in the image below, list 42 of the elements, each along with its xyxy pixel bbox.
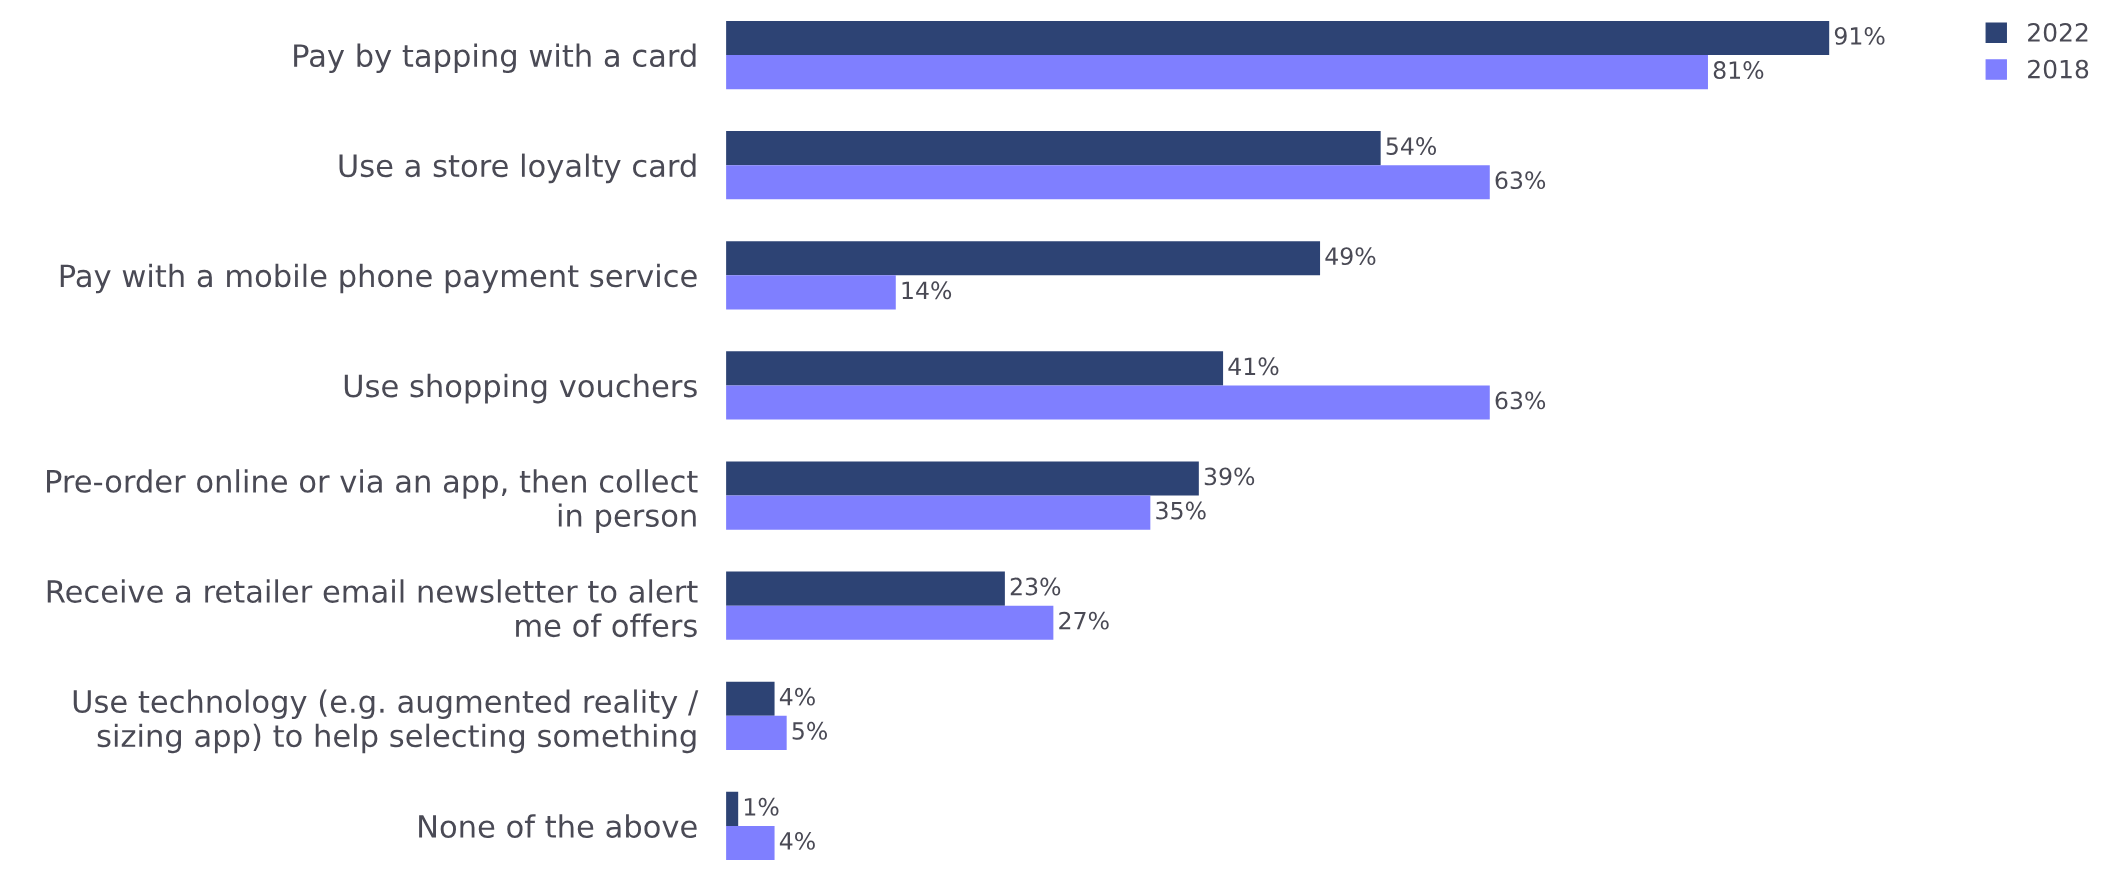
data-label: 27%: [1059, 611, 1109, 630]
data-label: 91%: [1834, 26, 1885, 45]
bar: [726, 20, 1830, 56]
y-tick-label: Receive a retailer email newsletter to alert me of offers: [47, 579, 698, 638]
bar: [726, 275, 896, 310]
data-label: 81%: [1713, 61, 1764, 79]
bar: [726, 791, 739, 826]
bar: [726, 131, 1381, 166]
data-label: 4%: [779, 687, 815, 706]
data-label: 14%: [902, 281, 952, 300]
bar: [726, 351, 1224, 386]
bar: [726, 571, 1005, 606]
y-tick-label: Pay with a mobile phone payment service: [60, 263, 697, 294]
bar: [726, 495, 1151, 530]
legend-label: 2022: [2028, 22, 2088, 42]
y-tick-label: Pre-order online or via an app, then collect in person: [47, 469, 698, 533]
bar: [726, 241, 1321, 276]
bar: [726, 55, 1708, 90]
bar: [726, 605, 1054, 640]
bar: [726, 461, 1199, 496]
data-label: 41%: [1228, 357, 1279, 376]
y-tick-label: Use technology (e.g. augmented reality / sizing app) to help selecting something: [73, 689, 699, 754]
bar: [726, 165, 1490, 200]
bar: [726, 825, 775, 861]
data-label: 49%: [1325, 247, 1376, 266]
data-label: 54%: [1386, 137, 1437, 155]
y-tick-label: Use shopping vouchers: [344, 373, 697, 404]
data-label: 39%: [1204, 467, 1255, 486]
y-tick-label: None of the above: [419, 814, 697, 838]
data-label: 35%: [1156, 501, 1206, 520]
data-label: 5%: [792, 721, 827, 740]
legend-label: 2018: [2028, 59, 2089, 79]
data-label: 1%: [744, 797, 779, 816]
y-tick-label: Pay by tapping with a card: [294, 43, 696, 74]
data-label: 23%: [1010, 577, 1061, 596]
y-tick-label: Use a store loyalty card: [339, 153, 696, 184]
data-label: 63%: [1495, 171, 1546, 190]
data-label: 63%: [1495, 391, 1546, 410]
bar: [726, 681, 775, 716]
bar: [726, 385, 1490, 420]
bar: [726, 715, 787, 750]
data-label: 4%: [779, 832, 815, 850]
